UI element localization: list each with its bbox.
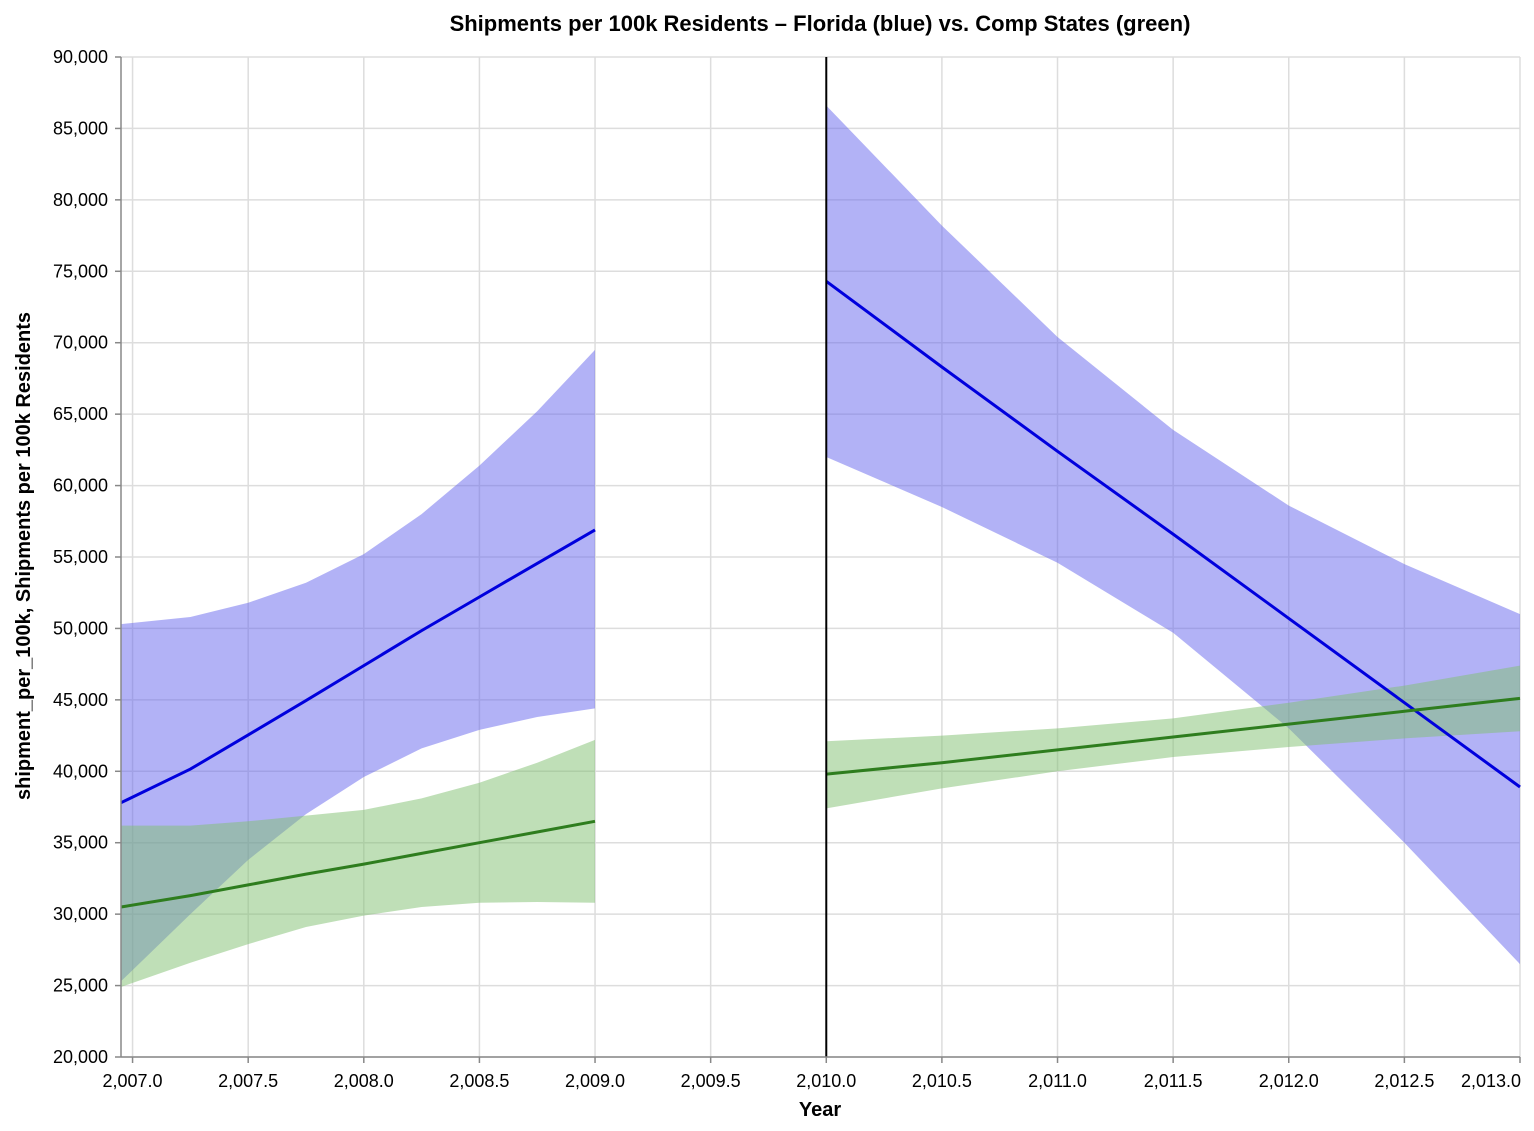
x-tick-label: 2,011.0 bbox=[1028, 1071, 1087, 1091]
y-tick-label: 40,000 bbox=[53, 761, 108, 781]
y-tick-label: 70,000 bbox=[53, 333, 108, 353]
confidence-band-series-2-segment-1 bbox=[121, 739, 595, 987]
chart-title: Shipments per 100k Residents – Florida (… bbox=[450, 11, 1191, 36]
y-tick-label: 50,000 bbox=[53, 618, 108, 638]
trend-line-series-1-segment-2 bbox=[825, 280, 1521, 789]
y-tick-label: 90,000 bbox=[53, 47, 108, 67]
x-tick-label: 2,007.5 bbox=[218, 1071, 278, 1091]
x-tick-label: 2,008.0 bbox=[334, 1071, 394, 1091]
y-tick-label: 55,000 bbox=[53, 547, 108, 567]
y-tick-label: 35,000 bbox=[53, 833, 108, 853]
y-tick-label: 30,000 bbox=[53, 904, 108, 924]
x-tick-label: 2,010.5 bbox=[912, 1071, 972, 1091]
y-tick-label: 25,000 bbox=[53, 976, 108, 996]
x-tick-label: 2,009.5 bbox=[681, 1071, 741, 1091]
axes: 20,000 25,000 30,000 35,000 40,000 45,000 50,0… bbox=[53, 47, 1521, 1091]
trend-lines bbox=[120, 280, 1521, 909]
confidence-bands bbox=[121, 105, 1520, 987]
y-tick-label: 75,000 bbox=[53, 261, 108, 281]
x-tick-label: 2,008.5 bbox=[449, 1071, 509, 1091]
x-tick-label: 2,009.0 bbox=[565, 1071, 625, 1091]
x-axis-title: Year bbox=[799, 1099, 841, 1121]
y-tick-label: 80,000 bbox=[53, 190, 108, 210]
y-tick-label: 20,000 bbox=[53, 1047, 108, 1067]
x-tick-label: 2,011.5 bbox=[1144, 1071, 1203, 1091]
x-tick-label: 2,013.0 bbox=[1461, 1071, 1521, 1091]
trend-line-series-2-segment-2 bbox=[826, 696, 1521, 776]
y-tick-label: 60,000 bbox=[53, 476, 108, 496]
y-tick-label: 45,000 bbox=[53, 690, 108, 710]
y-tick-label: 65,000 bbox=[53, 404, 108, 424]
x-tick-label: 2,012.0 bbox=[1259, 1071, 1319, 1091]
y-tick-label: 85,000 bbox=[53, 118, 108, 138]
y-axis-title: shipment_per_100k, Shipments per 100k Re… bbox=[13, 312, 35, 800]
x-tick-label: 2,010.0 bbox=[796, 1071, 856, 1091]
x-tick-label: 2,007.0 bbox=[103, 1071, 163, 1091]
trend-line-series-1-segment-1 bbox=[120, 528, 596, 805]
x-tick-label: 2,012.5 bbox=[1374, 1071, 1434, 1091]
trend-line-series-2-segment-1 bbox=[120, 819, 596, 909]
